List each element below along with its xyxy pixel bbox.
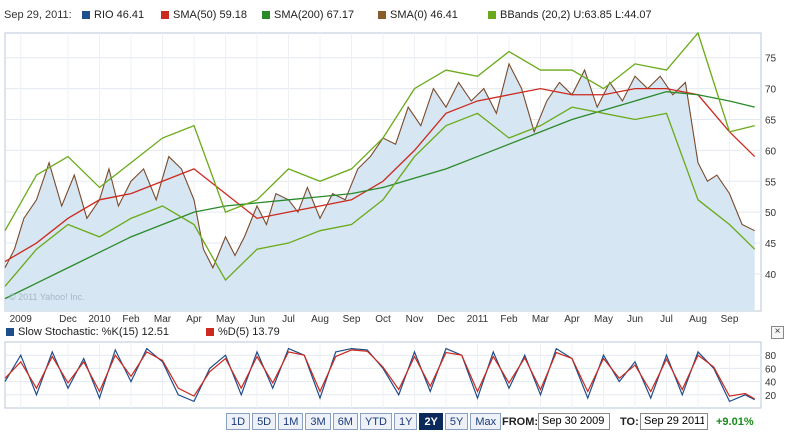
price-x-tick-aug-21: Aug <box>689 314 707 325</box>
legend-swatch-sma200 <box>262 11 270 19</box>
price-x-tick-mar-4: Mar <box>154 314 172 325</box>
from-date-input[interactable] <box>538 413 610 430</box>
legend-item-sma200: SMA(200) 67.17 <box>262 9 354 21</box>
price-x-tick-jul-20: Jul <box>660 314 673 325</box>
legend-swatch-bbands <box>488 11 496 19</box>
legend-item-bbands: BBands (20,2) U:63.85 L:44.07 <box>488 9 652 21</box>
legend-label-bbands: BBands (20,2) U:63.85 L:44.07 <box>500 9 652 21</box>
price-x-tick-dec-1: Dec <box>59 314 77 325</box>
price-x-tick-oct-11: Oct <box>375 314 391 325</box>
chart-area: 40 45 50 55 60 65 70 75 2009 Dec 2010 Feb Mar Apr May… <box>4 31 777 409</box>
price-x-tick-jun-7: Jun <box>249 314 265 325</box>
range-button-1m[interactable]: 1M <box>278 413 304 430</box>
price-x-ticks: 2009 Dec 2010 Feb Mar Apr May Jun Jul Aug Sep Oct No… <box>10 314 739 325</box>
range-button-ytd[interactable]: YTD <box>359 413 392 430</box>
stoch-label-d: %D(5) 13.79 <box>218 326 280 338</box>
stoch-line-k-15 <box>4 347 755 403</box>
legend-item-rio: RIO 46.41 <box>82 9 144 21</box>
legend-label-sma200: SMA(200) 67.17 <box>274 9 355 21</box>
legend-item-sma50: SMA(50) 59.18 <box>161 9 247 21</box>
price-x-tick-jun-19: Jun <box>627 314 643 325</box>
price-line-sma-50 <box>4 87 756 263</box>
close-indicator-button[interactable]: × <box>771 326 784 339</box>
price-y-tick-50: 50 <box>765 208 777 219</box>
price-x-tick-may-18: May <box>594 314 613 325</box>
price-line-bbands-l <box>4 106 756 287</box>
stoch-swatch-d <box>206 328 214 336</box>
price-x-tick-jul-8: Jul <box>282 314 295 325</box>
price-x-tick-sep-10: Sep <box>343 314 361 325</box>
stoch-y-tick-20: 20 <box>765 391 777 402</box>
price-line-bbands-u <box>4 31 755 232</box>
price-line-rio <box>4 62 755 270</box>
legend-swatch-sma0 <box>378 11 386 19</box>
price-x-tick-2010-2: 2010 <box>88 314 111 325</box>
range-button-1y[interactable]: 1Y <box>393 413 418 430</box>
price-series-lines <box>4 31 756 300</box>
stoch-label-k: Slow Stochastic: %K(15) 12.51 <box>18 326 170 338</box>
price-x-tick-2009-0: 2009 <box>10 314 33 325</box>
legend-swatch-sma50 <box>161 11 169 19</box>
price-y-tick-65: 65 <box>765 115 777 126</box>
price-x-tick-may-6: May <box>216 314 235 325</box>
price-y-tick-55: 55 <box>765 177 777 188</box>
range-selector: 1D 5D 1M 3M 6M YTD 1Y 2Y 5Y Max <box>226 413 502 430</box>
stoch-line-d-5 <box>4 349 755 400</box>
price-x-tick-apr-17: Apr <box>564 314 580 325</box>
stoch-y-tick-40: 40 <box>765 378 777 389</box>
range-button-5d[interactable]: 5D <box>252 413 277 430</box>
stoch-y-ticks: 20 40 60 80 <box>765 351 777 402</box>
price-y-tick-60: 60 <box>765 146 777 157</box>
yahoo-watermark: © 2011 Yahoo! Inc. <box>9 292 85 302</box>
price-line-sma-200 <box>4 91 755 300</box>
stoch-series-lines <box>4 347 755 403</box>
price-x-tick-sep-22: Sep <box>721 314 739 325</box>
to-label: TO: <box>620 416 639 428</box>
stoch-swatch-k <box>6 328 14 336</box>
price-y-tick-45: 45 <box>765 239 777 250</box>
price-x-tick-mar-16: Mar <box>532 314 550 325</box>
range-button-1d[interactable]: 1D <box>226 413 251 430</box>
range-button-2y[interactable]: 2Y <box>419 413 443 430</box>
stoch-legend-item-d: %D(5) 13.79 <box>206 326 280 338</box>
stoch-y-tick-60: 60 <box>765 364 777 375</box>
price-x-tick-2011-14: 2011 <box>467 314 489 325</box>
legend-label-sma0: SMA(0) 46.41 <box>390 9 458 21</box>
legend-label-sma50: SMA(50) 59.18 <box>173 9 247 21</box>
price-x-tick-nov-12: Nov <box>406 314 424 325</box>
range-button-max[interactable]: Max <box>470 413 502 430</box>
period-change: +9.01% <box>716 416 754 428</box>
price-x-tick-feb-3: Feb <box>122 314 140 325</box>
to-date-input[interactable] <box>640 413 708 430</box>
legend-label-rio: RIO 46.41 <box>94 9 145 21</box>
price-x-tick-aug-9: Aug <box>311 314 329 325</box>
price-y-tick-40: 40 <box>765 270 777 281</box>
range-button-5y[interactable]: 5Y <box>444 413 469 430</box>
price-y-tick-70: 70 <box>765 85 777 96</box>
price-x-tick-apr-5: Apr <box>186 314 202 325</box>
legend-item-sma0: SMA(0) 46.41 <box>378 9 458 21</box>
price-x-tick-feb-15: Feb <box>500 314 518 325</box>
stoch-legend-item-k: Slow Stochastic: %K(15) 12.51 <box>6 326 169 338</box>
price-y-tick-75: 75 <box>765 54 777 65</box>
price-x-tick-dec-13: Dec <box>437 314 455 325</box>
stoch-y-tick-80: 80 <box>765 351 777 362</box>
range-button-3m[interactable]: 3M <box>305 413 331 430</box>
legend-date: Sep 29, 2011: <box>4 9 72 21</box>
legend-swatch-rio <box>82 11 90 19</box>
from-label: FROM: <box>502 416 539 428</box>
price-y-ticks: 40 45 50 55 60 65 70 75 <box>765 54 777 281</box>
range-button-6m[interactable]: 6M <box>332 413 358 430</box>
stoch-grid <box>5 342 761 408</box>
